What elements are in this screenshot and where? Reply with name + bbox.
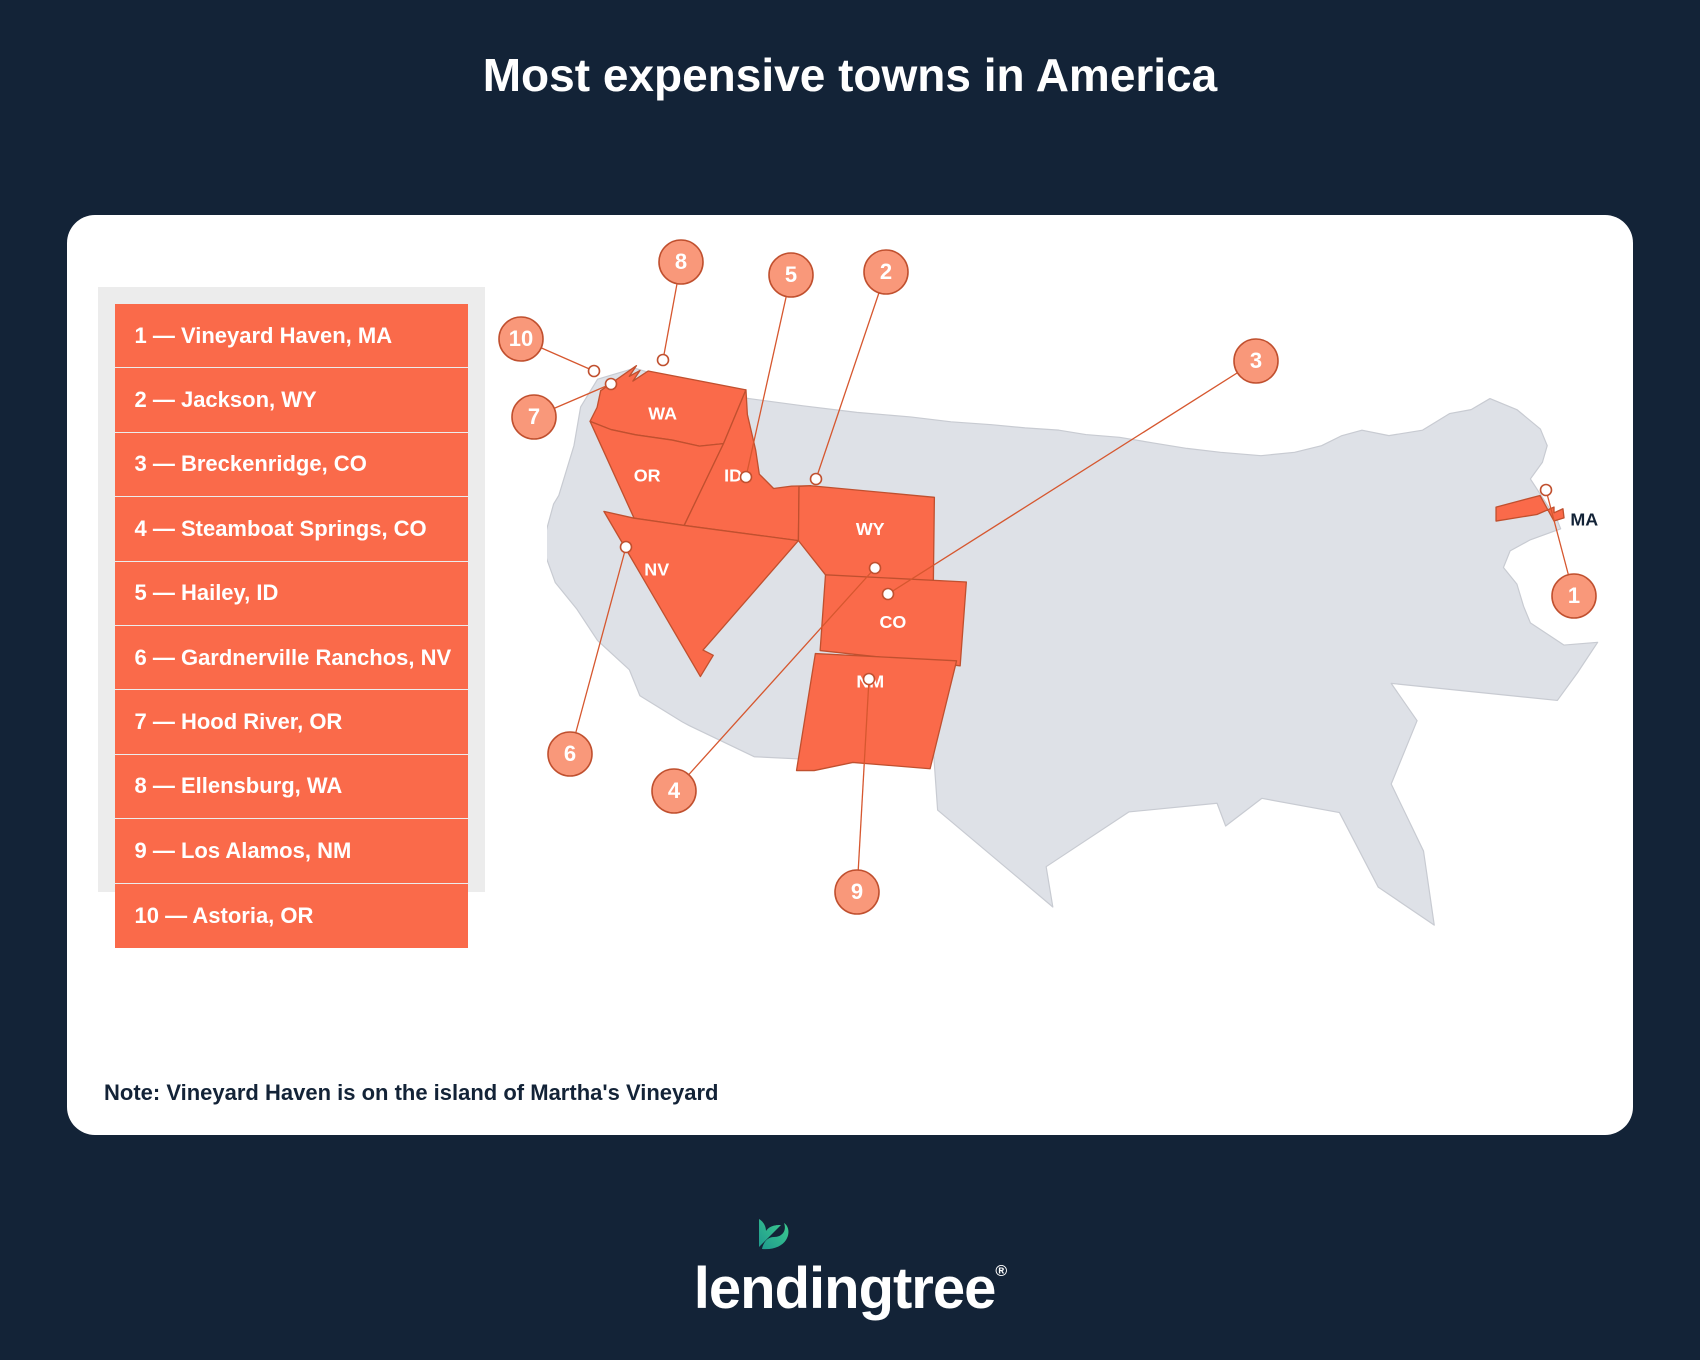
- svg-text:2: 2: [880, 259, 892, 284]
- svg-text:3: 3: [1250, 348, 1262, 373]
- svg-text:9: 9: [851, 879, 863, 904]
- svg-text:7: 7: [528, 404, 540, 429]
- svg-text:10: 10: [509, 326, 533, 351]
- svg-text:4: 4: [668, 778, 681, 803]
- svg-text:8: 8: [675, 249, 687, 274]
- svg-text:5: 5: [785, 262, 797, 287]
- svg-text:1: 1: [1568, 583, 1580, 608]
- svg-text:6: 6: [564, 741, 576, 766]
